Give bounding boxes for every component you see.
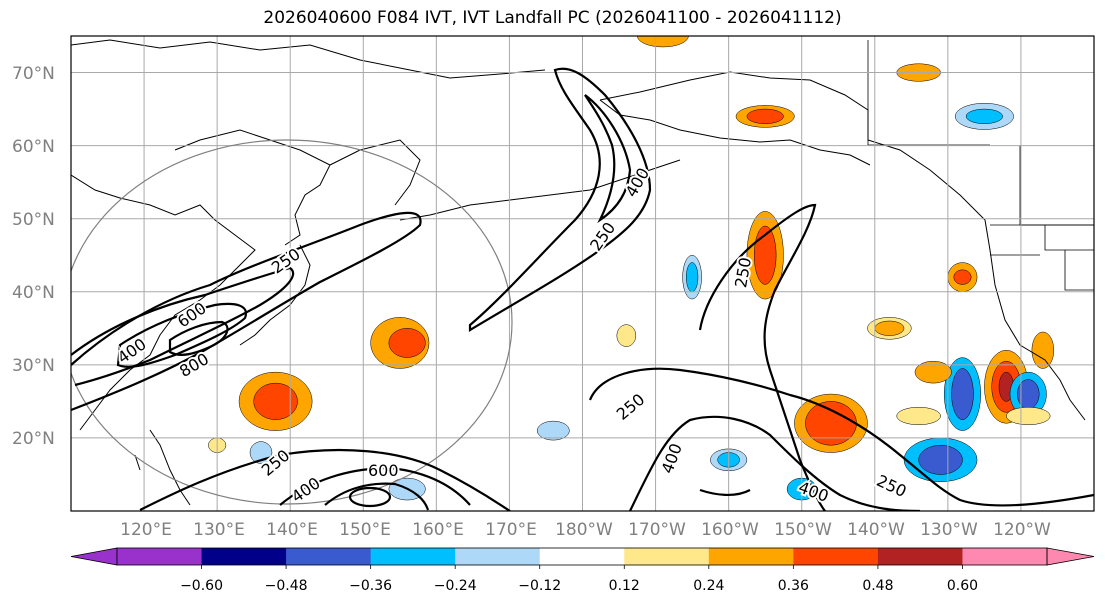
colorbar-tick-label: 0.48 xyxy=(862,578,893,594)
anomaly-patch xyxy=(753,225,777,285)
lon-label: 120°W xyxy=(993,520,1051,540)
contour-400-central xyxy=(629,415,921,511)
contour-400-asia xyxy=(71,266,295,387)
colorbar-extend-min xyxy=(70,547,118,566)
colorbar-tick-label: 0.24 xyxy=(693,578,724,594)
colorbar-tick-label: −0.36 xyxy=(349,578,392,594)
ivt-contours xyxy=(71,67,1094,511)
anomaly-patch xyxy=(746,108,784,124)
colorbar-segment xyxy=(201,548,287,565)
colorbar-segment xyxy=(370,548,456,565)
graticule xyxy=(71,36,1094,511)
colorbar-segment xyxy=(962,548,1048,565)
anomaly-patch xyxy=(1006,406,1051,426)
colorbar xyxy=(70,547,1095,569)
colorbar-segment xyxy=(708,548,794,565)
anomaly-patch xyxy=(388,328,426,358)
colorbar-tick-label: 0.36 xyxy=(778,578,809,594)
figure-title: 2026040600 F084 IVT, IVT Landfall PC (20… xyxy=(263,8,842,28)
lat-label: 50°N xyxy=(12,210,55,230)
anomaly-patch xyxy=(253,382,298,420)
contour-250-north xyxy=(468,67,652,332)
map-border xyxy=(70,35,1095,512)
longitude-labels: 120°E 130°E 140°E 150°E 160°E 170°E 180°… xyxy=(120,520,1051,540)
lon-label: 140°E xyxy=(266,520,318,540)
colorbar-tick-label: −0.12 xyxy=(518,578,561,594)
lon-label: 180°W xyxy=(555,520,613,540)
anomaly-patch xyxy=(805,401,857,446)
colorbar-segment xyxy=(624,548,710,565)
lat-label: 60°N xyxy=(12,137,55,157)
lon-label: 160°W xyxy=(701,520,759,540)
anomaly-patch xyxy=(953,269,972,285)
colorbar-segment xyxy=(877,548,963,565)
colorbar-tick-label: 0.12 xyxy=(609,578,640,594)
lat-label: 40°N xyxy=(12,283,55,303)
lon-label: 140°W xyxy=(847,520,905,540)
lon-label: 170°W xyxy=(628,520,686,540)
anomaly-patch xyxy=(874,320,905,336)
lon-label: 130°W xyxy=(920,520,978,540)
anomaly-patch xyxy=(914,360,952,384)
lon-label: 120°E xyxy=(120,520,172,540)
colorbar-segment xyxy=(539,548,625,565)
colorbar-extend-max xyxy=(1046,547,1095,566)
colorbar-segment xyxy=(793,548,879,565)
latitude-labels: 70°N 60°N 50°N 40°N 30°N 20°N xyxy=(12,64,55,449)
contour-600-south xyxy=(324,482,430,511)
anomaly-patch xyxy=(918,444,963,475)
anomaly-patch xyxy=(536,420,570,441)
political-borders xyxy=(867,40,1094,291)
contour-250-east xyxy=(698,203,826,511)
lon-label: 150°E xyxy=(339,520,391,540)
contour-250-central xyxy=(588,367,1094,507)
lat-label: 70°N xyxy=(12,64,55,84)
contour-400-south xyxy=(279,466,471,506)
colorbar-tick-label: −0.60 xyxy=(180,578,223,594)
lon-label: 170°E xyxy=(485,520,537,540)
anomaly-patch xyxy=(686,262,699,293)
lat-label: 20°N xyxy=(12,429,55,449)
lon-label: 150°W xyxy=(774,520,832,540)
lat-label: 30°N xyxy=(12,356,55,376)
anomaly-patch xyxy=(637,36,689,48)
anomaly-patch xyxy=(1031,331,1055,369)
anomaly-patch xyxy=(616,324,637,347)
coastlines xyxy=(71,39,1086,506)
colorbar-segment xyxy=(117,548,203,565)
contour-400-east xyxy=(699,488,751,496)
ivt-anomaly-shading xyxy=(208,36,1055,501)
colorbar-segment xyxy=(455,548,541,565)
lon-label: 130°E xyxy=(193,520,245,540)
colorbar-ticks: −0.60 −0.48 −0.36 −0.24 −0.12 0.12 0.24 … xyxy=(180,578,978,594)
contour-label: 600 xyxy=(368,461,399,480)
colorbar-frame xyxy=(116,547,1048,566)
landfall-region-circle xyxy=(71,139,513,505)
contour-250-south xyxy=(139,448,511,511)
contour-600-asia xyxy=(116,302,248,368)
lon-label: 160°E xyxy=(412,520,464,540)
colorbar-tick-label: −0.24 xyxy=(434,578,477,594)
contour-400-north xyxy=(584,94,632,224)
anomaly-patch xyxy=(951,368,974,420)
anomaly-patch xyxy=(896,406,941,426)
colorbar-tick-label: 0.60 xyxy=(947,578,978,594)
colorbar-segment xyxy=(286,548,372,565)
colorbar-tick-label: −0.48 xyxy=(265,578,308,594)
contour-inner-south xyxy=(348,486,392,508)
contour-800-asia xyxy=(168,320,229,356)
anomaly-patch xyxy=(965,108,1003,124)
